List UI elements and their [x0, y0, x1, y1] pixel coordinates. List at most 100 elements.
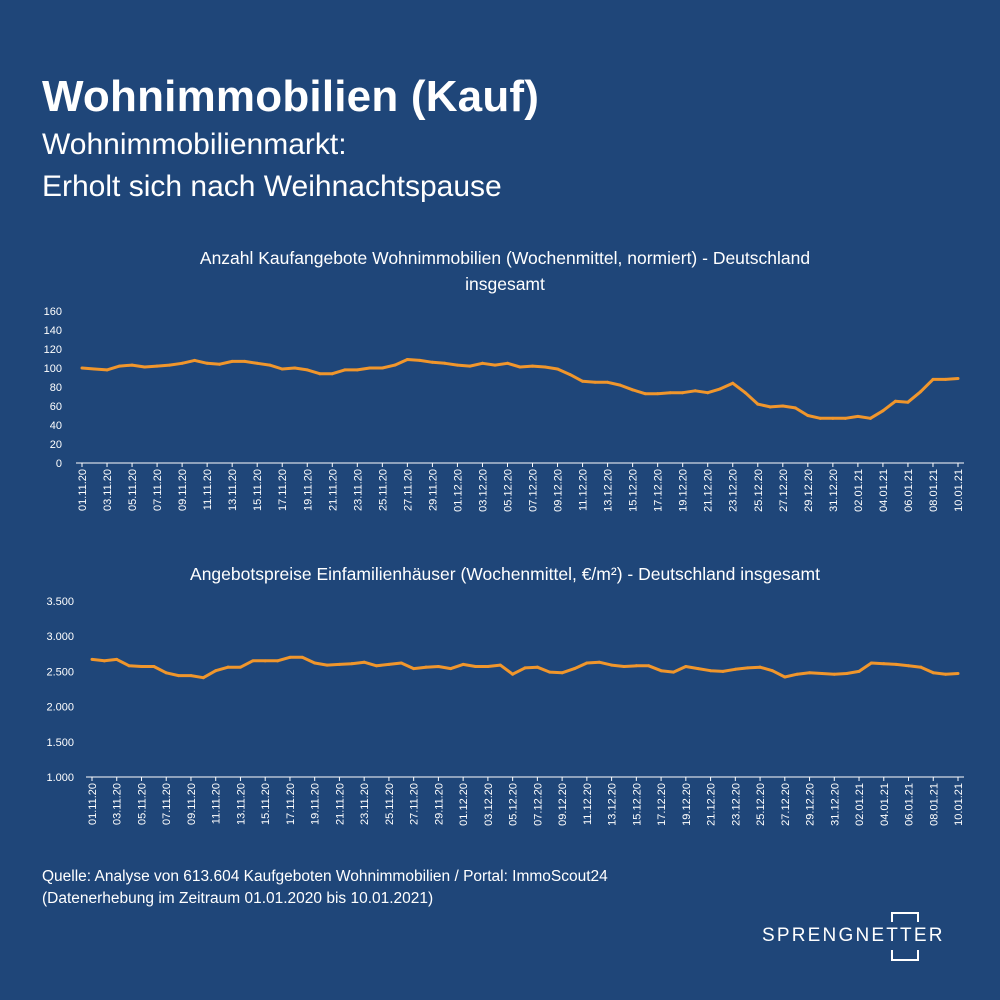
- data-point: [480, 361, 484, 365]
- data-point: [781, 404, 785, 408]
- data-point: [238, 665, 242, 669]
- chart-2-title: Angebotspreise Einfamilienhäuser (Wochen…: [190, 564, 820, 584]
- data-point: [783, 675, 787, 679]
- data-point: [393, 363, 397, 367]
- x-tick-label: 01.11.20: [87, 783, 99, 825]
- data-point: [706, 391, 710, 395]
- x-tick-label: 31.12.20: [828, 469, 840, 512]
- logo-text: SPRENGNETTER: [762, 925, 945, 946]
- chart-1-title-line-2: insgesamt: [465, 274, 545, 294]
- data-point: [831, 416, 835, 420]
- data-point: [919, 665, 923, 669]
- x-tick-label: 03.11.20: [112, 783, 124, 825]
- data-point: [656, 392, 660, 396]
- data-point: [531, 364, 535, 368]
- data-point: [486, 664, 490, 668]
- data-point: [684, 664, 688, 668]
- data-point: [518, 365, 522, 369]
- data-point: [634, 664, 638, 668]
- data-point: [268, 363, 272, 367]
- data-point: [944, 672, 948, 676]
- x-tick-label: 01.12.20: [458, 783, 470, 826]
- data-point: [276, 659, 280, 663]
- page-subtitle-line-1: Wohnimmobilienmarkt:: [42, 128, 347, 161]
- y-tick-label: 160: [44, 306, 62, 318]
- source-note: Quelle: Analyse von 613.604 Kaufgeboten …: [42, 866, 608, 910]
- data-point: [127, 664, 131, 668]
- data-point: [868, 416, 872, 420]
- data-point: [581, 379, 585, 383]
- x-tick-label: 08.01.21: [928, 469, 940, 512]
- data-point: [606, 380, 610, 384]
- data-point: [718, 387, 722, 391]
- data-point: [424, 665, 428, 669]
- x-tick-label: 23.12.20: [728, 469, 740, 512]
- data-point: [548, 670, 552, 674]
- x-tick-label: 03.12.20: [483, 783, 495, 826]
- data-point: [659, 669, 663, 673]
- y-tick-label: 3.500: [46, 596, 74, 608]
- x-tick-label: 17.11.20: [277, 469, 289, 511]
- data-point: [907, 664, 911, 668]
- x-tick-label: 11.12.20: [578, 469, 590, 511]
- x-tick-label: 29.11.20: [427, 469, 439, 511]
- x-tick-label: 17.12.20: [656, 783, 668, 826]
- data-point: [130, 363, 134, 367]
- y-tick-label: 1.000: [46, 772, 74, 784]
- data-point: [251, 659, 255, 663]
- x-tick-label: 23.11.20: [352, 469, 364, 511]
- data-point: [118, 364, 122, 368]
- data-point: [709, 669, 713, 673]
- data-point: [168, 363, 172, 367]
- x-tick-label: 15.11.20: [252, 469, 264, 511]
- data-point: [543, 365, 547, 369]
- x-tick-label: 17.12.20: [653, 469, 665, 512]
- data-point: [343, 368, 347, 372]
- data-point: [869, 661, 873, 665]
- data-point: [243, 359, 247, 363]
- x-tick-label: 13.11.20: [227, 469, 239, 511]
- x-tick-label: 07.11.20: [152, 469, 164, 511]
- data-point: [610, 663, 614, 667]
- x-tick-label: 05.12.20: [508, 783, 520, 826]
- x-tick-label: 09.11.20: [186, 783, 198, 825]
- data-point: [523, 666, 527, 670]
- data-point: [746, 666, 750, 670]
- data-point: [80, 366, 84, 370]
- x-tick-label: 10.01.21: [953, 783, 965, 826]
- data-point: [436, 664, 440, 668]
- data-point: [505, 361, 509, 365]
- data-point: [189, 674, 193, 678]
- data-point: [155, 364, 159, 368]
- source-line-1: Quelle: Analyse von 613.604 Kaufgeboten …: [42, 868, 608, 885]
- data-point: [102, 659, 106, 663]
- data-point: [468, 364, 472, 368]
- chart-1-title-line-1: Anzahl Kaufangebote Wohnimmobilien (Woch…: [199, 248, 811, 268]
- x-tick-label: 21.12.20: [703, 469, 715, 512]
- x-tick-label: 11.11.20: [211, 783, 223, 824]
- x-tick-label: 05.11.20: [127, 469, 139, 511]
- data-point: [461, 662, 465, 666]
- data-point: [164, 671, 168, 675]
- data-point: [474, 664, 478, 668]
- data-point: [681, 391, 685, 395]
- data-point: [631, 388, 635, 392]
- data-point: [90, 657, 94, 661]
- data-point: [793, 406, 797, 410]
- y-tick-label: 40: [50, 420, 62, 432]
- data-point: [325, 663, 329, 667]
- data-point: [806, 414, 810, 417]
- data-point: [768, 405, 772, 409]
- data-point: [758, 665, 762, 669]
- data-point: [115, 657, 119, 661]
- data-point: [918, 390, 922, 394]
- data-point: [300, 655, 304, 659]
- x-tick-label: 25.11.20: [384, 783, 396, 825]
- data-point: [263, 659, 267, 663]
- data-point: [795, 672, 799, 676]
- data-point: [313, 661, 317, 665]
- data-point: [956, 672, 960, 676]
- x-tick-label: 29.12.20: [803, 469, 815, 512]
- x-tick-label: 03.12.20: [477, 469, 489, 512]
- data-point: [597, 660, 601, 664]
